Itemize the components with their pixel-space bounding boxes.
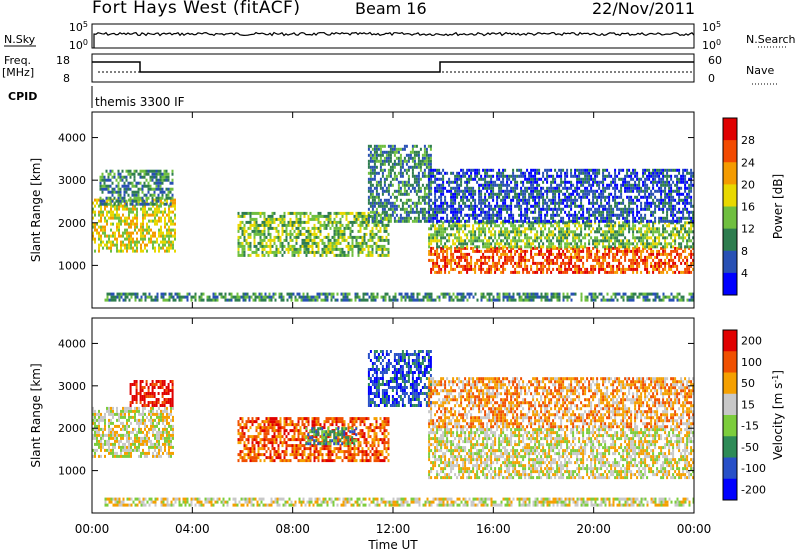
velocity-colorbar-tick-5: -50 bbox=[741, 441, 759, 454]
velocity-echo-region-1 bbox=[129, 380, 174, 407]
noise-tick-right-top: 105 bbox=[702, 20, 721, 34]
xtick-label-0: 00:00 bbox=[75, 522, 110, 536]
velocity-colorbar-tick-6: -100 bbox=[741, 462, 766, 475]
power-colorbar-label: Power [dB] bbox=[771, 174, 785, 239]
power-echo-region-1 bbox=[99, 169, 174, 206]
power-colorbar-seg-7 bbox=[723, 272, 737, 296]
velocity-colorbar-tick-0: 200 bbox=[741, 335, 762, 348]
power-colorbar-seg-1 bbox=[723, 140, 737, 163]
velocity-colorbar-frame bbox=[722, 329, 738, 501]
power-echo-region-5 bbox=[428, 221, 695, 249]
power-ytick-label-1: 2000 bbox=[58, 217, 86, 230]
freq-tick-top: 18 bbox=[56, 54, 70, 67]
velocity-ytick-label-0: 1000 bbox=[58, 465, 86, 478]
noise-tick-left-bottom: 100 bbox=[69, 38, 88, 52]
velocity-echo-region-7 bbox=[104, 497, 695, 507]
power-ytick-label-2: 3000 bbox=[58, 174, 86, 187]
xtick-label-6: 00:00 bbox=[677, 522, 712, 536]
power-colorbar-seg-5 bbox=[723, 228, 737, 252]
cpid-value: themis 3300 IF bbox=[95, 95, 185, 109]
velocity-echo-region-6 bbox=[428, 377, 695, 429]
velocity-echo-region-4 bbox=[367, 350, 432, 407]
nave-tick-bottom: 0 bbox=[708, 72, 715, 85]
velocity-colorbar-seg-7 bbox=[723, 478, 737, 501]
power-echo-region-3 bbox=[367, 144, 432, 223]
power-colorbar-tick-1: 8 bbox=[741, 245, 748, 258]
cpid-label: CPID bbox=[8, 90, 37, 103]
velocity-colorbar-seg-1 bbox=[723, 351, 737, 373]
velocity-colorbar-tick-2: 50 bbox=[741, 377, 755, 390]
velocity-colorbar-seg-5 bbox=[723, 436, 737, 458]
velocity-ytick-label-1: 2000 bbox=[58, 422, 86, 435]
power-colorbar-seg-4 bbox=[723, 206, 737, 230]
velocity-colorbar-tick-4: -15 bbox=[741, 420, 759, 433]
velocity-ytick-label-3: 4000 bbox=[58, 337, 86, 350]
velocity-colorbar-tick-1: 100 bbox=[741, 356, 762, 369]
power-colorbar-seg-0 bbox=[723, 118, 737, 141]
nsky-label: N.Sky bbox=[4, 33, 36, 46]
power-colorbar-seg-6 bbox=[723, 250, 737, 274]
velocity-ytick-label-2: 3000 bbox=[58, 380, 86, 393]
power-echo-region-0 bbox=[92, 198, 176, 253]
power-colorbar-tick-6: 28 bbox=[741, 134, 755, 147]
velocity-colorbar-label: Velocity [m s-1] bbox=[771, 370, 785, 460]
freq-tick-bottom: 8 bbox=[63, 72, 70, 85]
freq-unit: [MHz] bbox=[2, 66, 34, 79]
velocity-echo-region-5 bbox=[428, 428, 695, 480]
freq-panel-frame bbox=[91, 53, 695, 83]
power-ytick-label-3: 4000 bbox=[58, 132, 86, 145]
power-echo-region-2 bbox=[237, 211, 390, 257]
power-colorbar-tick-2: 12 bbox=[741, 223, 755, 236]
xtick-label-4: 16:00 bbox=[476, 522, 511, 536]
nave-tick-top: 60 bbox=[708, 54, 722, 67]
velocity-colorbar-seg-6 bbox=[723, 457, 737, 480]
noise-tick-left-top: 105 bbox=[69, 20, 88, 34]
power-colorbar-tick-0: 4 bbox=[741, 267, 748, 280]
xtick-label-2: 08:00 bbox=[275, 522, 310, 536]
power-colorbar-frame bbox=[722, 117, 738, 296]
station-title: Fort Hays West (fitACF) bbox=[92, 0, 301, 18]
freq-trace bbox=[92, 61, 694, 73]
power-colorbar-tick-4: 20 bbox=[741, 178, 755, 191]
velocity-echo-region-3 bbox=[305, 427, 358, 446]
velocity-echo-region-2 bbox=[237, 417, 390, 463]
freq-label: Freq. bbox=[4, 54, 31, 67]
velocity-colorbar-seg-3 bbox=[723, 393, 737, 416]
velocity-colorbar-seg-0 bbox=[723, 330, 737, 352]
nave-label: Nave bbox=[746, 64, 774, 77]
velocity-colorbar-seg-2 bbox=[723, 372, 737, 395]
date-title: 22/Nov/2011 bbox=[592, 0, 696, 18]
power-echo-region-6 bbox=[428, 168, 695, 223]
power-colorbar-tick-5: 24 bbox=[741, 156, 755, 169]
velocity-colorbar-tick-3: 15 bbox=[741, 398, 755, 411]
noise-panel-frame bbox=[91, 23, 695, 49]
noise-tick-right-bottom: 100 bbox=[702, 38, 721, 52]
nsearch-label: N.Search bbox=[746, 33, 796, 46]
beam-title: Beam 16 bbox=[355, 0, 427, 18]
xtick-label-1: 04:00 bbox=[175, 522, 210, 536]
power-ylabel: Slant Range [km] bbox=[29, 158, 43, 262]
xtick-label-5: 20:00 bbox=[576, 522, 611, 536]
power-echo-region-4 bbox=[428, 246, 695, 274]
xtick-label-3: 12:00 bbox=[376, 522, 411, 536]
xaxis-label: Time UT bbox=[367, 538, 418, 552]
velocity-colorbar-tick-7: -200 bbox=[741, 483, 766, 496]
power-colorbar-seg-3 bbox=[723, 184, 737, 207]
velocity-ylabel: Slant Range [km] bbox=[29, 363, 43, 467]
power-colorbar-seg-2 bbox=[723, 162, 737, 185]
power-echo-region-7 bbox=[104, 292, 695, 302]
power-ytick-label-0: 1000 bbox=[58, 259, 86, 272]
nsky-trace bbox=[93, 31, 695, 48]
velocity-echo-region-0 bbox=[92, 406, 174, 458]
power-colorbar-tick-3: 16 bbox=[741, 201, 755, 214]
velocity-colorbar-seg-4 bbox=[723, 415, 737, 437]
